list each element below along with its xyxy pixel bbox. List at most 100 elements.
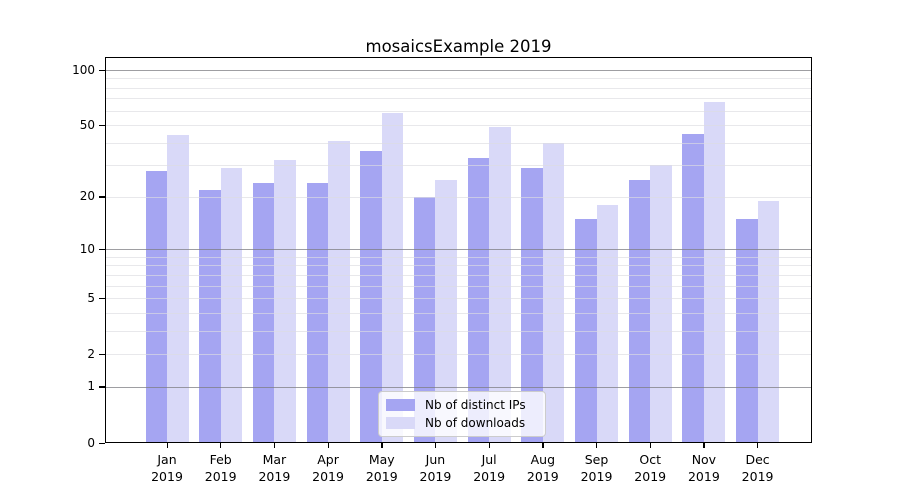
x-tick-mark <box>220 443 222 448</box>
x-tick-label-year: 2019 <box>526 469 559 485</box>
x-tick-label-year: 2019 <box>741 469 774 485</box>
chart-title: mosaicsExample 2019 <box>365 37 552 56</box>
x-tick-label: Aug 2019 <box>516 451 570 486</box>
x-tick-mark <box>327 443 329 448</box>
y-tick-label: 10 <box>79 241 95 256</box>
gridline-minor <box>106 285 811 287</box>
legend-swatch-downloads <box>386 416 415 429</box>
y-tick-mark <box>99 69 105 71</box>
gridline-minor <box>106 354 811 356</box>
x-tick-mark <box>649 443 651 448</box>
bar-downloads <box>757 200 780 443</box>
bar-distinct-ips <box>413 196 436 443</box>
gridline-minor <box>106 274 811 276</box>
y-tick-mark <box>99 248 105 250</box>
bar-distinct-ips <box>682 133 704 443</box>
gridline-minor <box>106 87 811 89</box>
bar-downloads <box>274 160 296 443</box>
y-tick-label: 50 <box>79 117 95 132</box>
x-tick-label: Jan 2019 <box>140 451 194 486</box>
legend-swatch-distinct-ips <box>386 399 415 412</box>
gridline-minor <box>106 196 811 198</box>
bar-downloads <box>328 140 350 443</box>
x-tick-label: Mar 2019 <box>247 451 301 486</box>
y-tick-mark <box>99 442 105 444</box>
gridline-minor <box>106 125 811 127</box>
x-tick-mark <box>381 443 383 448</box>
x-tick-mark <box>542 443 544 448</box>
x-tick-label-year: 2019 <box>312 469 344 485</box>
gridline-minor <box>106 110 811 112</box>
x-tick-label-year: 2019 <box>151 469 183 485</box>
x-tick-mark <box>757 443 759 448</box>
x-tick-label: May 2019 <box>355 451 409 486</box>
bar-distinct-ips <box>306 182 329 443</box>
x-tick-label-year: 2019 <box>580 469 613 485</box>
x-tick-label: Jul 2019 <box>462 451 516 486</box>
x-tick-label: Feb 2019 <box>194 451 248 486</box>
bar-distinct-ips <box>360 151 382 443</box>
x-tick-label-year: 2019 <box>473 469 506 485</box>
y-tick-mark <box>99 386 105 388</box>
y-tick-mark <box>99 124 105 127</box>
y-tick-label: 5 <box>87 290 95 305</box>
bar-downloads <box>596 205 619 443</box>
bar-downloads <box>435 179 457 443</box>
plot-border <box>105 57 812 443</box>
bar-downloads <box>489 126 511 443</box>
y-tick-mark <box>99 196 105 198</box>
x-tick-mark <box>596 443 598 448</box>
bar-distinct-ips <box>252 182 275 443</box>
x-tick-mark <box>434 443 437 448</box>
x-tick-mark <box>703 443 705 448</box>
x-tick-label-year: 2019 <box>419 469 452 485</box>
y-tick-label: 2 <box>87 346 95 361</box>
x-tick-label: Dec 2019 <box>731 451 785 486</box>
bar-distinct-ips <box>467 157 490 443</box>
y-tick-label: 20 <box>79 189 95 204</box>
gridline-minor <box>106 165 811 167</box>
gridline-minor <box>106 78 811 80</box>
legend-label-distinct-ips: Nb of distinct IPs <box>425 398 526 413</box>
bar-downloads <box>703 101 726 443</box>
gridline-minor <box>106 142 811 144</box>
bar-downloads <box>650 165 672 443</box>
x-tick-label-year: 2019 <box>634 469 667 485</box>
bar-downloads <box>220 168 243 443</box>
x-tick-label-year: 2019 <box>258 469 291 485</box>
gridline-major <box>106 70 811 71</box>
gridline-minor <box>106 330 811 332</box>
y-tick-mark <box>99 353 105 355</box>
x-tick-label-year: 2019 <box>687 469 720 485</box>
y-tick-label: 1 <box>87 379 95 394</box>
gridline-minor <box>106 256 811 258</box>
legend-label-downloads: Nb of downloads <box>425 415 526 430</box>
bar-distinct-ips <box>145 170 167 443</box>
legend-entry-distinct-ips: Nb of distinct IPs <box>386 398 539 412</box>
gridline-major <box>106 249 811 251</box>
bar-downloads <box>167 135 189 443</box>
bar-distinct-ips <box>199 189 221 443</box>
gridline-minor <box>106 298 811 300</box>
legend: Nb of distinct IPs Nb of downloads <box>378 391 546 437</box>
gridline-minor <box>106 265 811 267</box>
y-tick-mark <box>99 297 105 299</box>
x-tick-label: Apr 2019 <box>301 451 355 486</box>
x-tick-mark <box>488 443 490 448</box>
y-tick-label: 100 <box>72 62 95 77</box>
x-tick-label: Sep 2019 <box>570 451 624 486</box>
x-tick-label: Jun 2019 <box>408 451 462 486</box>
gridline-minor <box>106 98 811 100</box>
x-tick-mark <box>273 443 276 448</box>
gridline-major <box>106 386 811 388</box>
x-tick-label-year: 2019 <box>204 469 237 485</box>
bar-distinct-ips <box>628 179 651 443</box>
x-tick-label: Oct 2019 <box>623 451 677 486</box>
y-tick-label: 0 <box>87 435 95 450</box>
x-tick-label: Nov 2019 <box>677 451 731 486</box>
bar-distinct-ips <box>521 168 543 443</box>
x-tick-mark <box>166 443 168 448</box>
legend-entry-downloads: Nb of downloads <box>386 416 539 430</box>
